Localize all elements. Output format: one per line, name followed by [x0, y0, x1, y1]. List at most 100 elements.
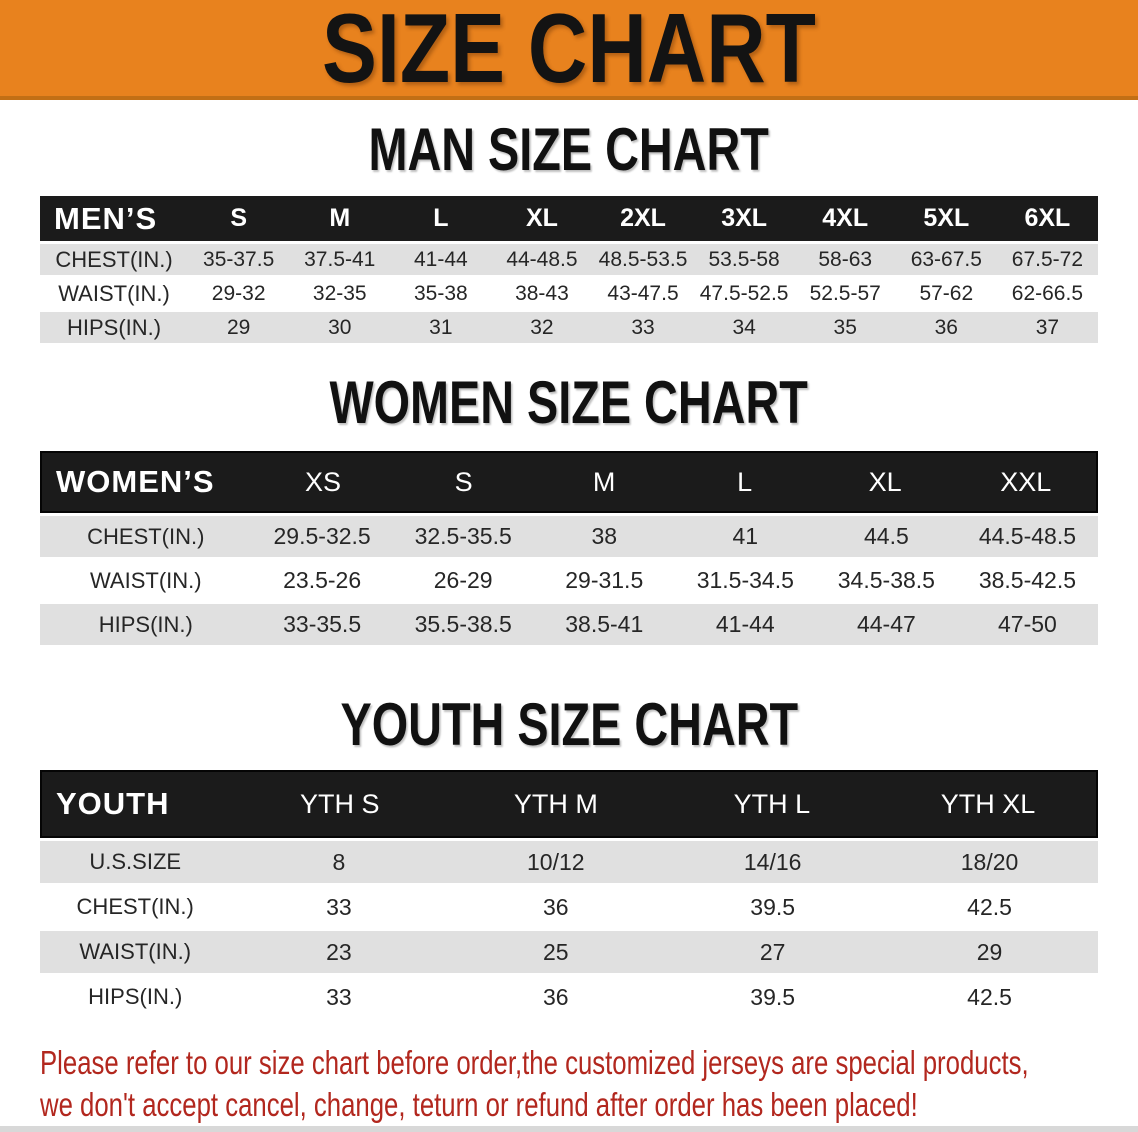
size-value-cell: 58-63 — [818, 247, 873, 271]
size-value-cell: 41 — [732, 523, 759, 549]
size-column-header: XL — [525, 204, 558, 232]
table-header-row: MEN’S S M L XL 2XL 3XL 4XL 5XL 6XL — [40, 196, 1098, 241]
size-value-cell: 30 — [328, 315, 352, 339]
table-data-row: HIPS(IN.) 29 30 31 32 33 34 35 36 37 — [40, 312, 1098, 343]
size-value-cell: 36 — [934, 315, 958, 339]
size-value-cell: 41-44 — [413, 247, 468, 271]
size-column-header: YTH L — [733, 788, 811, 819]
women-size-table: WOMEN’S XS S M L XL XXL CHEST(IN.) 29.5-32.5 32.5… — [40, 451, 1098, 645]
men-chart-heading-text: MAN SIZE CHART — [368, 116, 770, 183]
page-title: SIZE CHART — [275, 0, 863, 96]
size-value-cell: 35.5-38.5 — [414, 611, 512, 637]
size-value-cell: 41-44 — [715, 611, 775, 637]
section-youth: YOUTH SIZE CHART YOUTH YTH S YTH M YTH L YTH… — [0, 695, 1138, 1018]
size-value-cell: 27 — [759, 938, 786, 965]
size-value-cell: 47-50 — [998, 611, 1057, 637]
size-value-cell: 52.5-57 — [809, 281, 881, 305]
size-value-cell: 48.5-53.5 — [598, 247, 688, 271]
bottom-border-strip — [0, 1126, 1138, 1132]
size-value-cell: 67.5-72 — [1011, 247, 1084, 271]
size-value-cell: 32 — [530, 315, 554, 339]
men-size-table: MEN’S S M L XL 2XL 3XL 4XL 5XL 6XL CHEST(IN.) 35-37… — [40, 196, 1098, 343]
table-data-row: CHEST(IN.) 29.5-32.5 32.5-35.5 38 41 44.5 44.5… — [40, 516, 1098, 557]
row-label: WAIST(IN.) — [58, 280, 170, 306]
disclaimer-line-1: Please refer to our size chart before or… — [40, 1042, 1138, 1084]
table-data-row: HIPS(IN.) 33 36 39.5 42.5 — [40, 976, 1098, 1018]
section-women: WOMEN SIZE CHART WOMEN’S XS S M L XL XXL CHEST(… — [0, 373, 1138, 645]
banner: SIZE CHART — [0, 0, 1138, 100]
size-value-cell: 29 — [226, 315, 251, 339]
size-value-cell: 14/16 — [743, 848, 802, 875]
table-data-row: U.S.SIZE 8 10/12 14/16 18/20 — [40, 841, 1098, 883]
size-value-cell: 31.5-34.5 — [696, 567, 794, 593]
size-column-header: M — [329, 204, 351, 232]
size-value-cell: 32-35 — [312, 281, 367, 305]
size-value-cell: 23.5-26 — [283, 567, 362, 593]
size-value-cell: 33 — [326, 893, 352, 920]
row-label: CHEST(IN.) — [55, 246, 173, 272]
size-value-cell: 38.5-42.5 — [978, 567, 1077, 593]
size-value-cell: 35-37.5 — [203, 247, 275, 271]
size-value-cell: 39.5 — [750, 893, 796, 920]
youth-chart-heading: YOUTH SIZE CHART — [0, 695, 1138, 755]
size-column-header: S — [230, 204, 247, 232]
disclaimer-line-2: we don't accept cancel, change, teturn o… — [40, 1084, 1138, 1126]
disclaimer-line-2-text: we don't accept cancel, change, teturn o… — [40, 1086, 918, 1123]
size-column-header: XL — [868, 466, 902, 497]
row-label: WAIST(IN.) — [79, 939, 192, 964]
size-column-header: S — [454, 466, 473, 497]
size-column-header: 6XL — [1024, 204, 1071, 232]
size-value-cell: 33-35.5 — [283, 611, 362, 637]
row-label: CHEST(IN.) — [87, 523, 205, 549]
size-value-cell: 62-66.5 — [1011, 281, 1084, 305]
size-value-cell: 36 — [542, 893, 569, 920]
size-value-cell: 31 — [429, 315, 453, 339]
size-value-cell: 38.5-41 — [565, 611, 644, 637]
size-column-header: YTH S — [300, 788, 380, 819]
disclaimer: Please refer to our size chart before or… — [40, 1042, 1138, 1126]
size-value-cell: 26-29 — [433, 567, 493, 593]
size-value-cell: 35-38 — [413, 281, 468, 305]
table-data-row: CHEST(IN.) 35-37.5 37.5-41 41-44 44-48.5 48.5… — [40, 244, 1098, 275]
size-value-cell: 18/20 — [960, 848, 1019, 875]
table-data-row: CHEST(IN.) 33 36 39.5 42.5 — [40, 886, 1098, 928]
women-chart-heading-text: WOMEN SIZE CHART — [329, 369, 809, 436]
table-header-row: WOMEN’S XS S M L XL XXL — [40, 451, 1098, 513]
size-value-cell: 23 — [326, 938, 352, 965]
size-value-cell: 43-47.5 — [607, 281, 679, 305]
size-value-cell: 44-48.5 — [506, 247, 578, 271]
size-value-cell: 39.5 — [750, 983, 796, 1010]
table-data-row: WAIST(IN.) 23 25 27 29 — [40, 931, 1098, 973]
size-value-cell: 36 — [542, 983, 569, 1010]
size-value-cell: 37 — [1035, 315, 1060, 339]
size-value-cell: 29 — [976, 938, 1003, 965]
size-value-cell: 8 — [332, 848, 346, 875]
size-column-header: M — [592, 466, 616, 497]
row-label: HIPS(IN.) — [98, 611, 193, 637]
size-column-header: YTH M — [513, 788, 598, 819]
size-value-cell: 44-47 — [856, 611, 916, 637]
size-column-header: XS — [305, 466, 342, 497]
row-label: HIPS(IN.) — [66, 314, 162, 340]
size-column-header: YTH XL — [940, 788, 1036, 819]
size-value-cell: 29-32 — [211, 281, 266, 305]
size-value-cell: 42.5 — [967, 983, 1012, 1010]
youth-chart-heading-text: YOUTH SIZE CHART — [340, 691, 798, 758]
size-value-cell: 42.5 — [967, 893, 1012, 920]
size-value-cell: 37.5-41 — [304, 247, 376, 271]
women-chart-heading: WOMEN SIZE CHART — [0, 373, 1138, 433]
size-column-header: 3XL — [721, 204, 768, 232]
table-corner-label: MEN’S — [54, 200, 158, 236]
table-corner-label: YOUTH — [56, 786, 170, 821]
size-value-cell: 32.5-35.5 — [414, 523, 512, 549]
size-value-cell: 57-62 — [919, 281, 974, 305]
table-data-row: WAIST(IN.) 23.5-26 26-29 29-31.5 31.5-34.5 34… — [40, 560, 1098, 601]
row-label: U.S.SIZE — [89, 849, 182, 874]
row-label: CHEST(IN.) — [76, 894, 194, 919]
size-value-cell: 44.5-48.5 — [978, 523, 1077, 549]
size-column-header: 4XL — [822, 204, 869, 232]
size-value-cell: 35 — [833, 315, 857, 339]
size-value-cell: 34 — [732, 315, 756, 339]
size-column-header: L — [737, 466, 753, 497]
size-value-cell: 33 — [326, 983, 352, 1010]
